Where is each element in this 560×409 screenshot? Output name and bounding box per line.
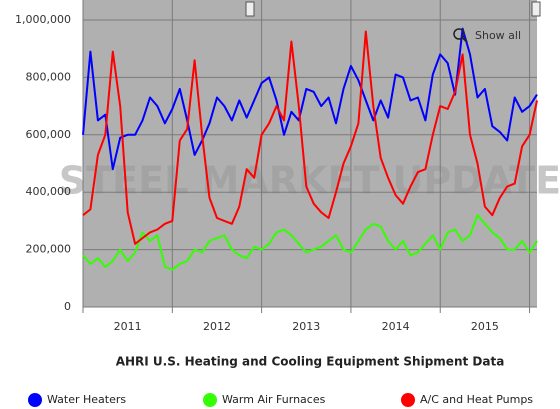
legend-label: Water Heaters (47, 393, 126, 406)
chart-title: AHRI U.S. Heating and Cooling Equipment … (116, 355, 505, 369)
legend-marker (28, 393, 42, 407)
legend-label: A/C and Heat Pumps (420, 393, 533, 406)
legend-marker (401, 393, 415, 407)
zoom-icon (453, 28, 465, 40)
y-tick-label: 1,000,000 (15, 13, 71, 26)
series-line (82, 30, 538, 245)
legend-label: Warm Air Furnaces (222, 393, 326, 406)
y-tick-label: 400,000 (26, 185, 72, 198)
button-label[interactable]: Show all (475, 29, 521, 42)
y-tick-label: 800,000 (26, 70, 72, 83)
y-tick-label: 600,000 (26, 128, 72, 141)
show-all-button[interactable]: Show all (453, 28, 521, 43)
x-tick-label: 2014 (382, 320, 410, 333)
legend-marker (203, 393, 217, 407)
nav-handle[interactable] (245, 1, 255, 17)
y-tick-label: 200,000 (26, 243, 72, 256)
series-line (82, 214, 538, 271)
nav-handle[interactable] (531, 1, 541, 17)
y-tick-label: 0 (64, 300, 71, 313)
x-tick-label: 2011 (114, 320, 142, 333)
plot-background (83, 0, 537, 307)
x-tick-label: 2012 (203, 320, 231, 333)
series-line (82, 27, 538, 171)
x-tick-label: 2015 (471, 320, 499, 333)
x-tick-label: 2013 (292, 320, 320, 333)
zoom-icon (462, 37, 468, 43)
